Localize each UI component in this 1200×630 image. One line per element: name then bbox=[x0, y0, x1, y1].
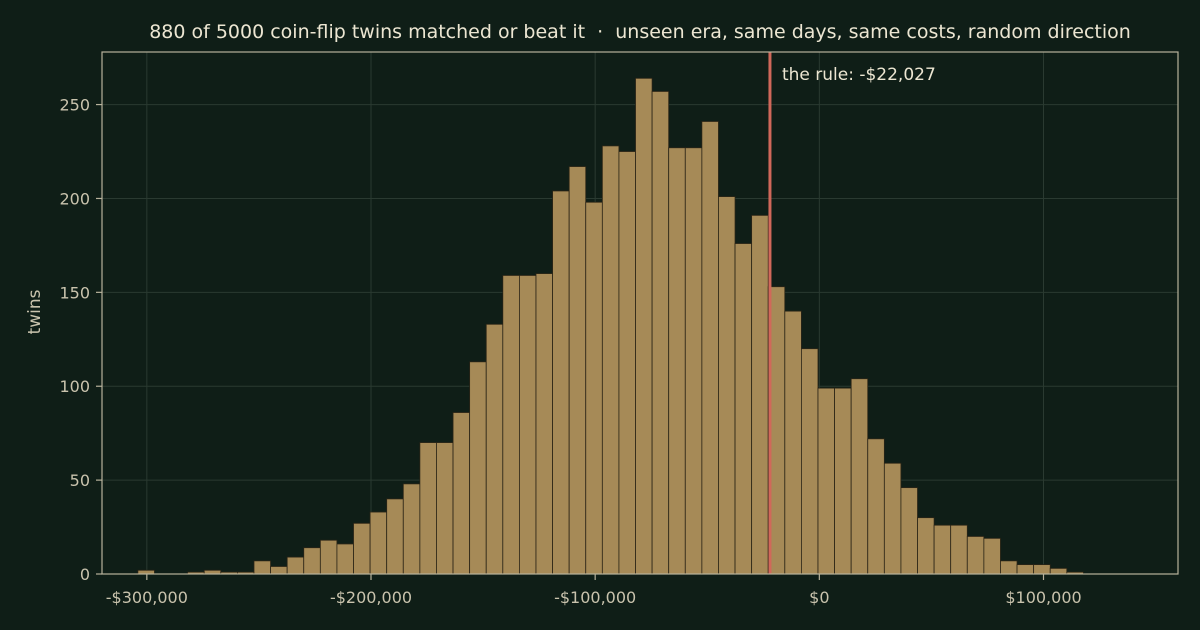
histogram-bar bbox=[900, 487, 918, 575]
histogram-bar bbox=[966, 536, 985, 575]
histogram-bar bbox=[684, 147, 703, 575]
histogram-bar bbox=[950, 524, 968, 575]
histogram-bar bbox=[834, 387, 852, 575]
histogram-bar bbox=[983, 537, 1001, 575]
histogram-bar bbox=[651, 91, 670, 575]
histogram-bar bbox=[734, 243, 753, 575]
histogram-bar bbox=[369, 511, 388, 575]
histogram-bar bbox=[801, 348, 819, 575]
axis-ticks: -$300,000 -$200,000 -$100,000 $0 $100,000 0 50… bbox=[59, 96, 1081, 607]
histogram-bar bbox=[1016, 564, 1035, 575]
histogram-bar bbox=[601, 145, 620, 575]
y-axis-label: twins bbox=[25, 289, 45, 334]
x-tick-label-2: -$100,000 bbox=[554, 588, 636, 607]
histogram-bar bbox=[1033, 564, 1051, 575]
histogram-bar bbox=[336, 543, 354, 575]
y-tick-label-3: 150 bbox=[59, 283, 90, 302]
histogram-bar bbox=[917, 517, 935, 575]
y-tick-label-5: 250 bbox=[59, 96, 90, 115]
y-tick-label-4: 200 bbox=[59, 189, 90, 208]
histogram-bar bbox=[1049, 567, 1068, 575]
y-tick-label-1: 50 bbox=[70, 471, 90, 490]
y-tick-label-0: 0 bbox=[80, 565, 90, 584]
histogram-bar bbox=[668, 147, 686, 575]
histogram-bar bbox=[568, 166, 587, 575]
histogram-bar bbox=[286, 556, 305, 575]
histogram-bar bbox=[518, 275, 537, 575]
histogram-bar bbox=[1000, 560, 1018, 575]
histogram-bar bbox=[585, 201, 603, 575]
histogram-bar bbox=[751, 214, 769, 575]
x-tick-label-0: -$300,000 bbox=[106, 588, 188, 607]
histogram-bar bbox=[933, 524, 952, 575]
histogram-bar bbox=[270, 566, 288, 575]
histogram-bar bbox=[701, 121, 719, 575]
histogram-bar bbox=[535, 273, 553, 575]
histogram-bar bbox=[502, 275, 520, 575]
histogram-bar bbox=[552, 190, 570, 575]
histogram-bar bbox=[850, 378, 869, 575]
histogram-bar bbox=[817, 387, 835, 575]
histogram-bar bbox=[386, 498, 404, 575]
histogram-bar bbox=[883, 462, 902, 575]
x-tick-label-3: $0 bbox=[809, 588, 829, 607]
x-tick-label-1: -$200,000 bbox=[330, 588, 412, 607]
histogram-bar bbox=[469, 361, 487, 575]
histogram-bar bbox=[784, 310, 802, 575]
histogram-bar bbox=[402, 483, 421, 575]
histogram-bar bbox=[353, 522, 371, 575]
chart-title: 880 of 5000 coin-flip twins matched or b… bbox=[149, 21, 1131, 43]
x-tick-label-4: $100,000 bbox=[1005, 588, 1081, 607]
histogram-bar bbox=[718, 196, 736, 575]
histogram-bar bbox=[303, 547, 321, 575]
histogram-bars bbox=[137, 77, 1084, 575]
histogram-bar bbox=[419, 442, 437, 575]
histogram-bar bbox=[319, 539, 338, 575]
y-tick-label-2: 100 bbox=[59, 377, 90, 396]
histogram-bar bbox=[485, 323, 504, 575]
histogram-bar bbox=[452, 412, 471, 575]
histogram-bar bbox=[618, 151, 636, 575]
histogram-bar bbox=[635, 77, 653, 575]
histogram-bar bbox=[867, 438, 885, 575]
plot-frame bbox=[101, 51, 1179, 575]
rule-marker-label: the rule: -$22,027 bbox=[782, 65, 936, 85]
histogram-bar bbox=[253, 560, 271, 575]
histogram-bar bbox=[436, 442, 454, 575]
